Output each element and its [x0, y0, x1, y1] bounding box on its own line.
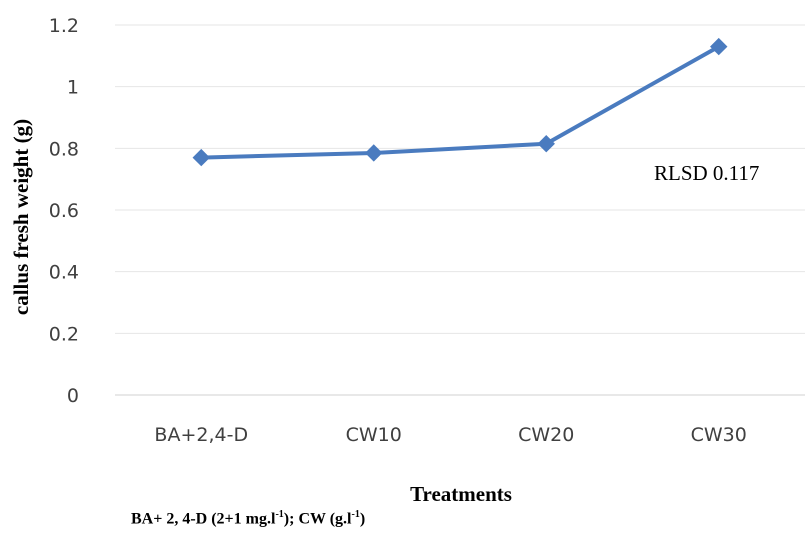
footnote: BA+ 2, 4-D (2+1 mg.l-1); CW (g.l-1) [131, 509, 365, 528]
y-tick-label: 0.2 [49, 323, 79, 345]
series-line [199, 44, 721, 160]
y-tick-label: 0 [67, 385, 79, 407]
data-point-marker [537, 135, 555, 153]
x-tick-label: BA+2,4-D [154, 424, 248, 446]
x-axis-label: Treatments [410, 482, 512, 506]
y-tick-label: 1 [67, 77, 79, 99]
y-tick-labels: 0 0.2 0.4 0.6 0.8 1 1.2 [49, 15, 79, 407]
y-tick-label: 0.4 [49, 262, 79, 284]
footnote-part-3: ) [359, 510, 366, 528]
y-tick-label: 0.6 [49, 200, 79, 222]
footnote-part-1: BA+ 2, 4-D (2+1 mg.l [131, 510, 276, 528]
footnote-sup-1: -1 [275, 509, 284, 520]
x-tick-label: CW10 [346, 424, 402, 446]
data-point-marker [365, 144, 383, 162]
y-tick-label: 1.2 [49, 15, 79, 37]
y-tick-label: 0.8 [49, 138, 79, 160]
x-tick-label: CW30 [691, 424, 747, 446]
footnote-sup-2: -1 [351, 509, 360, 520]
gridlines [115, 24, 805, 396]
series-group [192, 37, 728, 167]
footnote-part-2: ); CW (g.l [283, 510, 352, 528]
y-axis-label: callus fresh weight (g) [9, 119, 33, 315]
data-point-marker [192, 148, 210, 167]
data-point-marker [710, 37, 728, 56]
x-tick-label: CW20 [518, 424, 574, 446]
x-tick-labels: BA+2,4-D CW10 CW20 CW30 [154, 424, 746, 446]
rlsd-annotation: RLSD 0.117 [654, 161, 759, 185]
